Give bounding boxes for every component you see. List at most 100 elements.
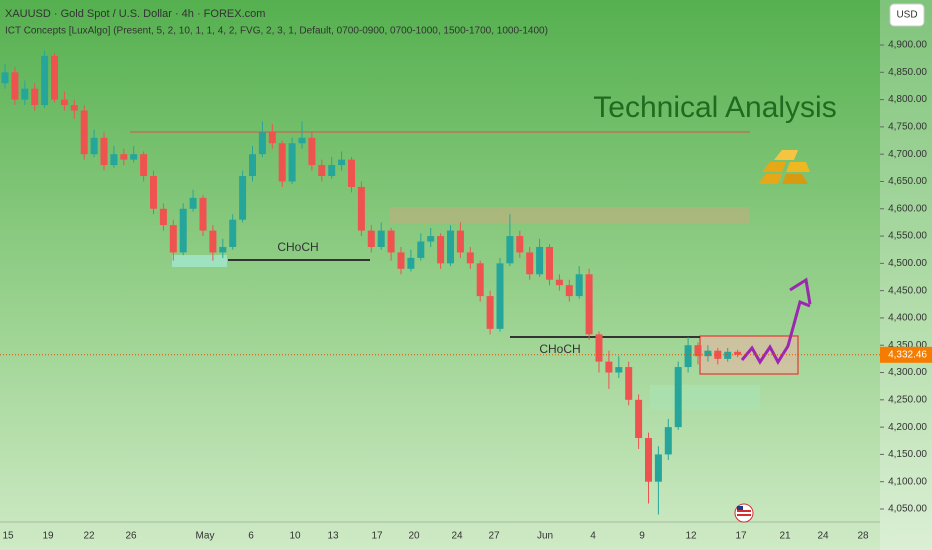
candle-body <box>140 154 148 177</box>
candle-body <box>674 367 682 428</box>
candle-body <box>199 197 207 231</box>
x-tick-label: 9 <box>639 531 645 542</box>
zone <box>390 207 750 224</box>
candle-body <box>377 230 385 247</box>
candle-body <box>447 230 454 264</box>
candle-body <box>694 345 702 357</box>
x-tick-label: 17 <box>371 531 383 542</box>
candle-body <box>11 72 19 100</box>
x-tick-label: 24 <box>451 531 463 542</box>
candle-body <box>486 296 494 329</box>
y-tick-label: 4,750.00 <box>888 122 927 133</box>
y-tick-label: 4,100.00 <box>888 476 927 487</box>
candle-body <box>645 438 652 482</box>
candle-body <box>298 137 306 144</box>
flag-icon <box>734 503 754 523</box>
candle-body <box>318 165 326 177</box>
candle-body <box>437 236 445 264</box>
x-tick-label: May <box>196 531 215 542</box>
candle-body <box>476 263 484 297</box>
arrow-head <box>789 277 812 305</box>
y-tick-label: 4,550.00 <box>888 231 927 242</box>
x-tick-label: 27 <box>488 531 500 542</box>
y-tick-label: 4,300.00 <box>888 367 927 378</box>
candle-body <box>367 230 375 247</box>
currency-label: USD <box>896 10 917 21</box>
y-tick-label: 4,400.00 <box>888 313 927 324</box>
candle-body <box>189 197 197 209</box>
candle-body <box>526 252 534 275</box>
zone <box>172 255 227 267</box>
candle-body <box>654 454 662 482</box>
candle-body <box>110 154 118 166</box>
candle-body <box>417 241 425 258</box>
candle-body <box>427 236 435 242</box>
x-tick-label: 26 <box>125 531 137 542</box>
candle-body <box>585 274 593 335</box>
y-tick-label: 4,450.00 <box>888 285 927 296</box>
candle-body <box>70 105 78 111</box>
candle-body <box>100 137 108 166</box>
candle-body <box>387 230 395 253</box>
candle-body <box>288 143 296 182</box>
candle-body <box>407 257 415 269</box>
candle-body <box>565 285 573 297</box>
candle-body <box>278 143 286 182</box>
last-price-box <box>880 346 932 363</box>
zone <box>650 385 760 410</box>
candle-body <box>536 246 544 275</box>
candle-body <box>516 236 524 253</box>
y-tick-label: 4,350.00 <box>888 340 927 351</box>
candle-body <box>80 110 88 155</box>
candle-body <box>179 208 187 253</box>
x-tick-label: 6 <box>248 531 254 542</box>
annotation-title: Technical Analysis <box>593 91 836 124</box>
candle-body <box>150 176 157 209</box>
x-tick-label: 4 <box>590 531 596 542</box>
annotation: CHoCH <box>277 240 318 254</box>
candle-body <box>249 154 256 177</box>
candle-body <box>357 186 365 231</box>
candle-body <box>456 230 464 253</box>
candle-body <box>51 55 58 100</box>
chart-title: XAUUSD · Gold Spot / U.S. Dollar · 4h · … <box>5 8 265 20</box>
price-axis-bg <box>880 0 932 550</box>
candle-body <box>31 88 39 106</box>
x-tick-label: 28 <box>857 531 869 542</box>
candle-body <box>595 334 603 362</box>
y-tick-label: 4,850.00 <box>888 67 927 78</box>
candle-body <box>664 427 672 455</box>
annotation: CHoCH <box>539 342 580 356</box>
candle-body <box>555 279 563 286</box>
candle-body <box>734 351 742 355</box>
candle-body <box>635 399 643 439</box>
candle-body <box>159 208 167 226</box>
candle-body <box>268 132 276 144</box>
candle-body <box>41 55 49 106</box>
candle-body <box>466 252 474 264</box>
x-tick-label: 12 <box>685 531 697 542</box>
x-tick-label: Jun <box>537 531 553 542</box>
y-tick-label: 4,650.00 <box>888 176 927 187</box>
candle-body <box>397 252 405 269</box>
candle-body <box>219 246 227 253</box>
y-tick-label: 4,500.00 <box>888 258 927 269</box>
candle-body <box>229 219 237 247</box>
currency-button[interactable] <box>889 3 925 27</box>
x-tick-label: 20 <box>408 531 420 542</box>
candle-body <box>506 236 514 264</box>
candle-body <box>239 176 247 220</box>
gold-icon <box>758 150 810 184</box>
candle-body <box>120 154 128 160</box>
y-tick-label: 4,150.00 <box>888 449 927 460</box>
y-tick-label: 4,050.00 <box>888 504 927 515</box>
y-tick-label: 4,600.00 <box>888 203 927 214</box>
x-tick-label: 15 <box>2 531 14 542</box>
candle-body <box>338 159 346 166</box>
candle-body <box>546 246 553 280</box>
candle-body <box>308 137 316 166</box>
candle-body <box>60 99 68 106</box>
candle-body <box>1 72 9 84</box>
